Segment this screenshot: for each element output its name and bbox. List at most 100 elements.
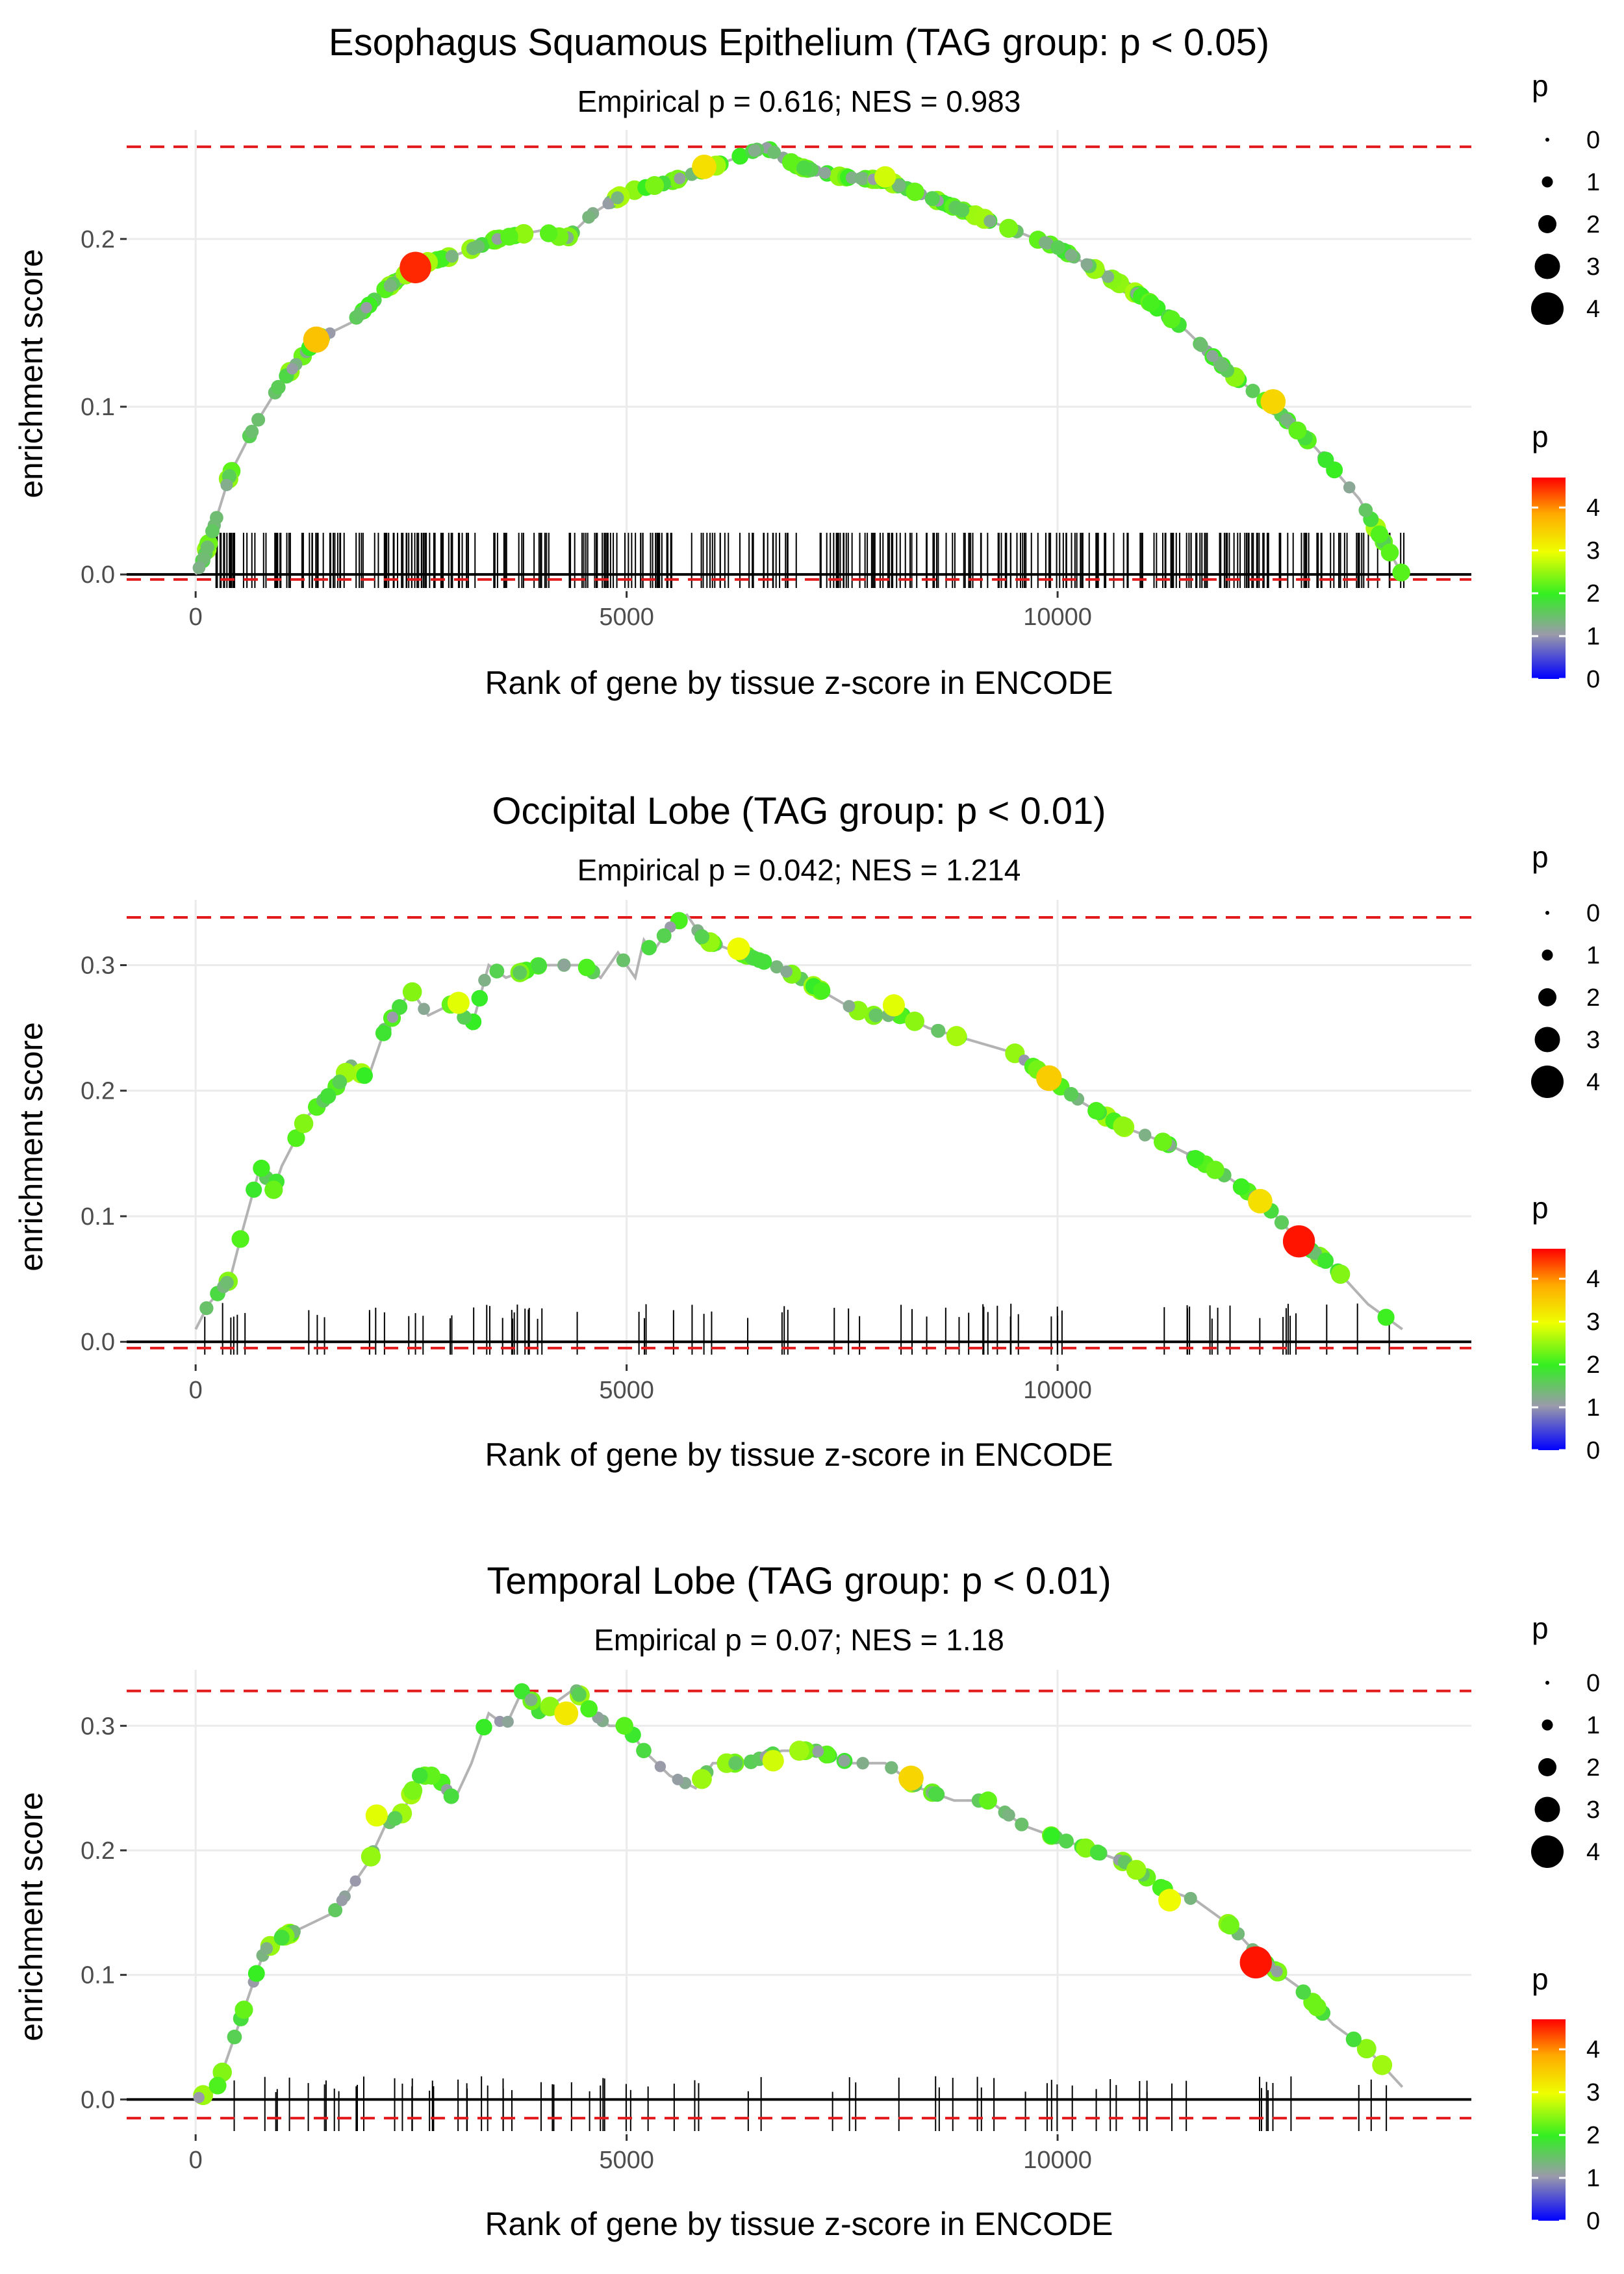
panel-1-gene-point [210,511,223,525]
panel-3-gene-point [247,1965,265,1982]
panel-1-gene-point [192,561,206,574]
panel-3-y-axis-title: enrichment score [13,1792,49,2041]
panel-3-x-tick-label: 10000 [1023,2147,1092,2174]
panel-2-gene-point-highlight [727,937,750,960]
panel-1-gene-point [1370,525,1389,543]
panel-3-gene-point [789,1741,809,1761]
panel-1-gene-point [818,166,831,179]
panel-1-y-tick-label: 0.0 [81,561,115,589]
panel-2-gene-point [1330,1264,1351,1284]
panel-2-size-legend-label: 4 [1586,1069,1600,1096]
panel-3-size-legend-key [1545,1681,1549,1685]
panel-2-gene-point [199,1301,214,1316]
panel-2-gene-point [694,929,709,945]
panel-3-gene-point [403,1781,423,1800]
panel-1-title: Esophagus Squamous Epithelium (TAG group… [329,21,1269,64]
panel-1-gene-point [1358,503,1373,518]
panel-2-gene-point [513,965,527,980]
panel-3-x-tick-label: 5000 [599,2147,654,2174]
panel-2-gene-point [1317,1252,1334,1269]
panel-2-gene-point [558,959,570,971]
panel-1-gene-point [582,211,596,224]
panel-3-gene-point [580,1700,598,1718]
panel-1-color-legend-label: 3 [1586,537,1600,565]
panel-2-gene-point [332,1074,348,1090]
panel-3-gene-point [501,1715,514,1728]
panel-3-gene-point [636,1743,652,1759]
panel-3-gene-point [227,2029,242,2045]
panel-1-gene-point [748,144,761,157]
panel-1-gene-point [644,175,665,196]
panel-1-size-legend-title: p [1532,69,1549,103]
panel-1-x-axis-title: Rank of gene by tissue z-score in ENCODE [485,665,1113,701]
panel-2-y-tick-label: 0.3 [81,952,115,979]
panel-3-gene-point [524,1693,538,1707]
panel-3-color-legend-label: 4 [1586,2036,1600,2063]
panel-1-gene-point [500,227,518,246]
panel-2-gene-point [1063,1086,1079,1102]
panel-1-gene-point [893,179,906,192]
panel-2-size-legend-key [1542,949,1553,961]
panel-1-gene-point [767,145,781,159]
panel-1-gene-point [361,301,372,314]
panel-2-size-legend-label: 0 [1586,900,1600,927]
panel-3-gene-point-highlight [1239,1946,1272,1979]
panel-3-gene-point [1015,1817,1029,1832]
panel-2-gene-point [478,973,491,987]
panel-3-color-legend-label: 0 [1586,2208,1600,2235]
panel-3-gene-point [193,2091,205,2104]
panel-3-gene-point [838,1754,850,1767]
panel-1-gene-point [731,147,749,165]
panel-1-size-legend-key [1538,215,1556,233]
panel-2-size-legend-label: 2 [1586,984,1600,1012]
panel-2-y-tick-label: 0.1 [81,1203,115,1231]
panel-2-color-legend-title: p [1532,1191,1549,1225]
panel-1-gene-point [1288,421,1307,440]
panel-2-gene-point [489,964,505,979]
panel-2-gene-point [402,982,422,1002]
panel-3-gene-point-highlight [898,1765,924,1791]
panel-1-size-legend-label: 1 [1586,169,1600,196]
panel-2-gene-point [531,958,547,974]
panel-3-gene-point [1271,1965,1283,1978]
panel-2-gene-point [770,960,783,974]
panel-3-color-legend: p 0 1 2 3 4 [1532,1962,1600,2235]
panel-3-gene-point [1043,1827,1060,1845]
panel-2-gene-point [220,1275,234,1290]
panel-2-gene-point [387,1012,398,1023]
panel-1-gene-point [781,153,800,172]
panel-2-gene-point [1274,1215,1289,1230]
panel-3-gene-point [411,1767,428,1784]
panel-3-color-legend-title: p [1532,1962,1549,1996]
panel-2-gene-point [418,1003,430,1016]
panel-2-gene-point [1138,1129,1152,1142]
panel-1: Esophagus Squamous Epithelium (TAG group… [13,21,1600,701]
panel-2-gene-point-highlight [447,991,470,1014]
panel-1-color-legend-bar [1532,478,1566,679]
panel-2-gene-point [780,965,793,978]
panel-3-gene-point [1356,2039,1377,2059]
panel-2-y-axis-title: enrichment score [13,1022,49,1271]
panel-1-color-legend: p 0 1 2 3 4 [1532,420,1600,693]
panel-1-gene-point [1392,563,1410,581]
panel-3-gene-point-highlight [1158,1889,1182,1912]
panel-2-gene-point-highlight [1282,1225,1315,1258]
panel-1-gene-point [954,203,970,218]
panel-2-y-tick-label: 0.0 [81,1329,115,1356]
panel-1-size-legend: p 0 1 2 3 4 [1531,69,1600,325]
panel-2-color-legend-label: 2 [1586,1351,1600,1379]
panel-2-gene-point [751,952,767,968]
panel-2-gene-point [641,939,657,956]
panel-2-subtitle: Empirical p = 0.042; NES = 1.214 [577,853,1021,887]
panel-1-gene-point [924,191,940,207]
panel-3-size-legend-label: 2 [1586,1754,1600,1782]
panel-1-gene-point [271,379,286,395]
panel-3-gene-point [1089,1845,1106,1861]
panel-1-gene-point [1142,294,1160,313]
panel-1-size-legend-key [1531,292,1564,325]
panel-3-gene-point [209,2076,227,2095]
panel-1-size-legend-label: 3 [1586,253,1600,281]
panel-3-gene-point [692,1769,712,1789]
panel-2-gene-point [616,953,631,967]
